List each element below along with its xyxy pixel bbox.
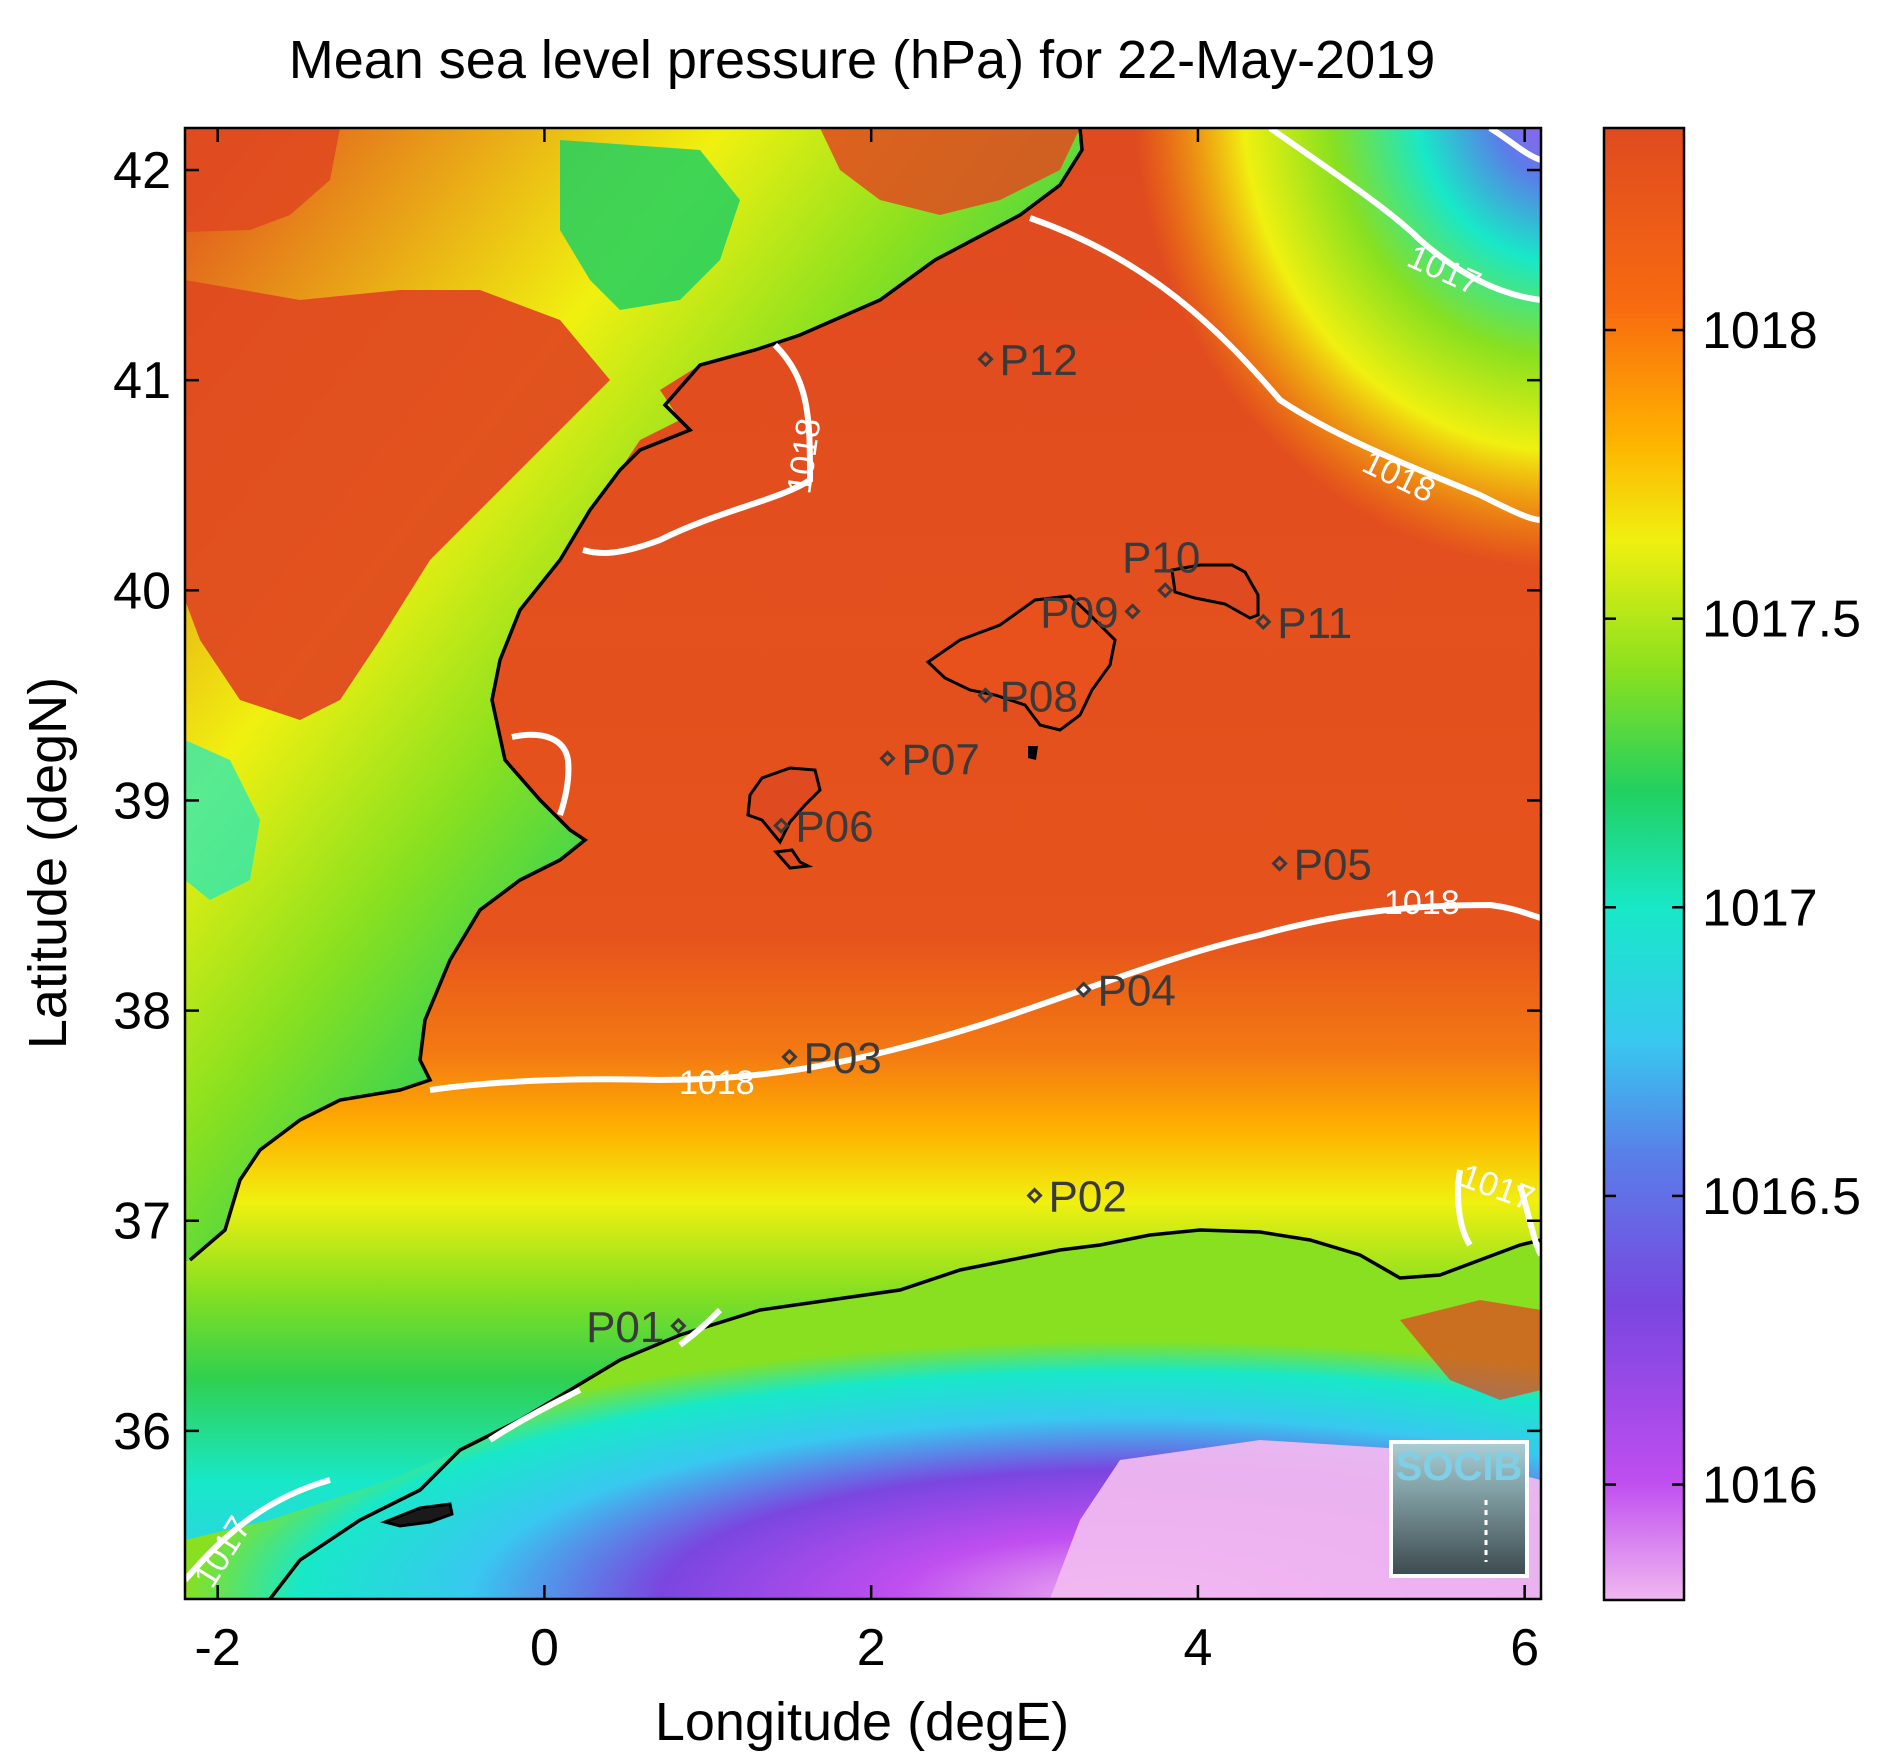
station-label-p09: P09 [1040, 588, 1118, 637]
land-africa-red-spots [1400, 1300, 1541, 1400]
land-iberia-northeast [820, 128, 1080, 215]
station-label-p08: P08 [1000, 672, 1078, 721]
colorbar-tick-label: 1017.5 [1702, 591, 1861, 649]
station-label-p04: P04 [1098, 967, 1176, 1016]
y-axis: 36 37 38 39 40 41 42 [113, 142, 1541, 1461]
station-marker-p08 [977, 687, 994, 704]
station-marker-p09 [1124, 603, 1141, 620]
isobar-label-1018-south-west: 1018 [679, 1064, 755, 1102]
land-iberia-north [185, 128, 340, 232]
y-axis-label: Latitude (degN) [18, 677, 78, 1049]
isobar-1018-north [1029, 215, 1541, 523]
coastline-iberia [188, 128, 1084, 1262]
y-tick-label: 41 [113, 352, 171, 410]
y-tick-label: 39 [113, 772, 171, 830]
station-marker-p10 [1157, 582, 1174, 599]
coastline-north-africa [268, 1228, 1541, 1599]
station-label-p05: P05 [1294, 841, 1372, 890]
station-marker-p02 [1026, 1187, 1043, 1204]
y-tick-label: 40 [113, 562, 171, 620]
chart-title: Mean sea level pressure (hPa) for 22-May… [289, 30, 1436, 90]
colorbar-ticks: 1016 1016.5 1017 1017.5 1018 [1604, 302, 1861, 1515]
x-tick-label: 2 [857, 1619, 886, 1677]
x-axis-label: Longitude (degE) [655, 1692, 1069, 1752]
isobar-1018-south [429, 901, 1541, 1093]
island-formentera [773, 848, 814, 870]
island-menorca [1170, 563, 1260, 620]
x-tick-label: 4 [1183, 1619, 1212, 1677]
socib-logo: SOCIB [1389, 1440, 1529, 1578]
colorbar-tick-label: 1016.5 [1702, 1168, 1861, 1226]
station-marker-p11 [1255, 613, 1272, 630]
y-tick-label: 37 [113, 1193, 171, 1251]
isobar-1017-ne-corner [1488, 128, 1541, 163]
land-iberia-green [560, 140, 740, 310]
station-label-p02: P02 [1049, 1173, 1127, 1222]
island-cabrera [1028, 746, 1038, 760]
isobar-1017-se [1455, 1169, 1541, 1257]
plot-frame [183, 126, 1543, 1601]
colorbar-tick-label: 1016 [1702, 1457, 1818, 1515]
station-label-p10: P10 [1122, 533, 1200, 582]
y-tick-label: 36 [113, 1403, 171, 1461]
station-marker-p12 [977, 351, 994, 368]
pressure-field: 1017 1018 1018 1018 1018 1017 1017 P01P0… [185, 128, 1541, 1599]
colorbar-tick-label: 1018 [1702, 302, 1818, 360]
x-axis: -2 0 2 4 6 [195, 128, 1539, 1677]
land-iberia-cyan [185, 740, 260, 900]
station-label-p12: P12 [1000, 336, 1078, 385]
isobar-1017-ne [1268, 128, 1541, 303]
station-marker-p03 [781, 1048, 798, 1065]
x-tick-label: -2 [195, 1619, 241, 1677]
station-marker-p01 [670, 1317, 687, 1334]
isobar-1017-sw [185, 1307, 723, 1582]
station-label-p11: P11 [1277, 599, 1352, 648]
land-iberia-high [185, 280, 610, 720]
station-marker-p04 [1075, 981, 1092, 998]
isobar-label-1018-south-east: 1018 [1384, 884, 1460, 922]
station-marker-p06 [773, 817, 790, 834]
station-label-p01: P01 [586, 1303, 664, 1352]
island-alboran [380, 1502, 454, 1528]
x-tick-label: 0 [530, 1619, 559, 1677]
colorbar-tick-label: 1017 [1702, 879, 1818, 937]
station-label-p03: P03 [803, 1034, 881, 1083]
y-tick-label: 42 [113, 142, 171, 200]
island-mallorca [925, 594, 1117, 732]
station-marker-p05 [1271, 855, 1288, 872]
colorbar [1602, 126, 1686, 1602]
island-ibiza [746, 766, 822, 845]
isobar-1018-valencia [582, 342, 814, 556]
x-tick-label: 6 [1510, 1619, 1539, 1677]
socib-logo-text: SOCIB [1396, 1445, 1523, 1489]
y-tick-label: 38 [113, 983, 171, 1041]
station-label-p07: P07 [902, 735, 980, 784]
isobar-1018-bulge [511, 731, 572, 816]
station-marker-p07 [879, 750, 896, 767]
station-label-p06: P06 [795, 803, 873, 852]
